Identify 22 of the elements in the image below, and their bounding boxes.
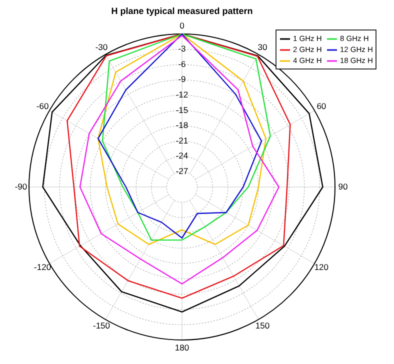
spoke-label: 150	[255, 320, 270, 331]
spoke-label: -30	[95, 42, 108, 52]
spoke-label: 180	[174, 342, 190, 352]
y-tick-label: -3	[178, 44, 186, 54]
y-tick-label: -18	[176, 120, 188, 130]
y-tick-label: -15	[176, 104, 188, 115]
y-tick-label: -6	[178, 58, 186, 69]
y-tick-label: -9	[178, 74, 186, 84]
spoke-label: -150	[92, 320, 110, 331]
spoke-label: 30	[258, 42, 268, 52]
y-tick-label: -21	[176, 135, 188, 146]
spoke-label: -120	[34, 262, 52, 272]
spoke-label: 120	[314, 262, 329, 272]
spoke-label: 60	[316, 100, 326, 111]
y-tick-label: -24	[176, 150, 188, 161]
spoke-label: -60	[36, 100, 49, 111]
spoke-label: 90	[338, 181, 348, 192]
spoke-label: -90	[14, 181, 28, 192]
spoke-label: 0	[180, 20, 185, 30]
y-tick-label: -27	[176, 166, 188, 176]
y-tick-label: -12	[176, 89, 188, 100]
chart-title: H plane typical measured pattern	[111, 6, 253, 16]
